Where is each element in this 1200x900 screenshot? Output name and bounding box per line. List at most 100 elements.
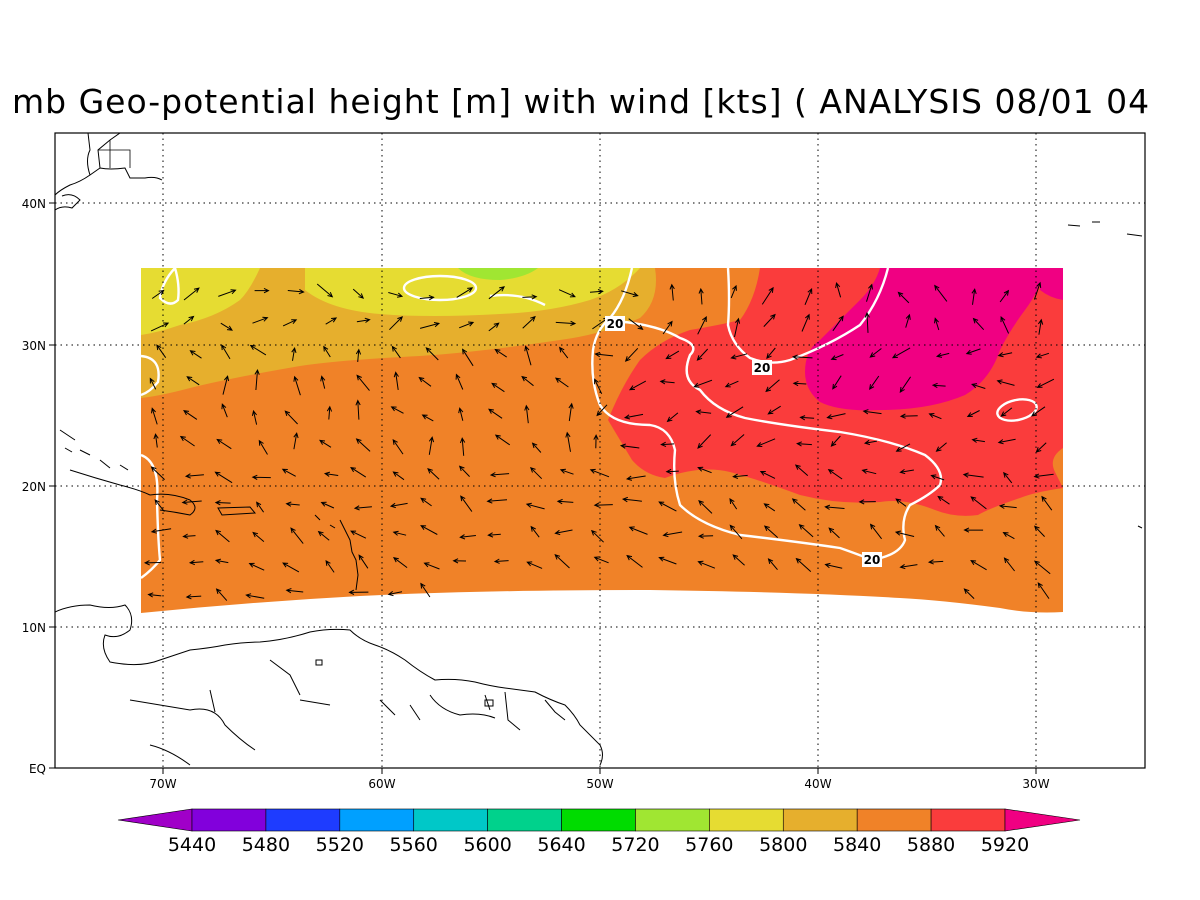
wind-arrow [356, 317, 371, 323]
wind-arrow [222, 375, 230, 395]
colorbar-cell [339, 808, 415, 832]
wind-arrow [494, 348, 507, 358]
wind-arrow [1036, 378, 1055, 388]
wind-arrow [796, 441, 812, 447]
wind-arrow [554, 529, 573, 536]
wind-arrow [459, 437, 466, 456]
wind-arrow [801, 313, 810, 332]
wind-arrow [756, 438, 776, 447]
wind-arrow [459, 534, 476, 540]
wind-arrow [486, 498, 508, 504]
wind-arrow [624, 347, 639, 362]
wind-arrow [460, 495, 473, 512]
wind-arrow [452, 558, 467, 564]
coast-cuba [69, 469, 151, 496]
wind-arrow [282, 319, 298, 327]
wind-arrow [565, 431, 571, 452]
wind-arrow [1003, 471, 1013, 484]
wind-arrow [392, 471, 405, 481]
wind-arrow [1037, 582, 1050, 599]
wind-arrow [530, 525, 540, 538]
wind-arrow [350, 466, 367, 478]
wind-arrow [628, 380, 647, 391]
wind-arrow [899, 468, 914, 475]
wind-arrow [697, 560, 716, 569]
wind-arrow [931, 382, 946, 389]
wind-arrow [358, 554, 369, 569]
wind-arrow [556, 498, 574, 505]
wind-arrow [493, 558, 509, 564]
wind-arrow [897, 291, 910, 304]
wind-arrow [660, 441, 675, 448]
wind-arrow [554, 554, 570, 569]
wind-arrow [389, 316, 404, 331]
wind-arrow [593, 502, 613, 508]
wind-arrow [420, 582, 431, 598]
wind-arrow [767, 558, 778, 571]
wind-arrow [285, 588, 304, 594]
coast-state-lines [98, 140, 131, 168]
wind-arrow [459, 321, 475, 329]
wind-arrow [251, 474, 271, 480]
longitude-labels: 70W 60W 50W 40W 30W [149, 777, 1049, 791]
colorbar-label: 5720 [611, 834, 659, 856]
wind-arrow [1037, 318, 1044, 335]
wind-arrow [891, 347, 911, 359]
wind-arrow [619, 443, 640, 449]
wind-arrow [489, 472, 510, 478]
wind-arrow [183, 315, 195, 325]
wind-arrow [215, 588, 228, 601]
wind-arrow [698, 287, 704, 305]
wind-arrow [216, 438, 232, 450]
wind-arrow [899, 413, 918, 419]
contour-labels: 20 20 20 [605, 316, 882, 567]
wind-arrow [522, 294, 538, 300]
wind-arrow [695, 409, 712, 415]
wind-arrow [390, 406, 404, 414]
wind-arrow [594, 351, 614, 358]
wind-arrow [326, 405, 333, 420]
wind-arrow [285, 501, 300, 507]
wind-arrow [353, 505, 372, 511]
wind-arrow [252, 531, 265, 542]
wind-arrow [799, 415, 815, 421]
wind-arrow [214, 471, 233, 484]
wind-arrow [355, 438, 371, 452]
wind-arrow [316, 283, 334, 298]
wind-arrow [421, 414, 434, 422]
contour-line [140, 354, 160, 397]
wind-arrow [861, 468, 877, 475]
wind-arrow [759, 471, 776, 479]
wind-arrow [998, 503, 1017, 509]
wind-arrow [179, 435, 195, 447]
wind-arrow [724, 380, 739, 388]
shade-gt-5920-east [1040, 268, 1063, 300]
shade-5720-5760 [458, 268, 538, 280]
wind-arrow [456, 287, 474, 298]
wind-arrow [621, 496, 642, 503]
wind-arrow [150, 466, 165, 480]
wind-arrow [183, 287, 200, 301]
wind-arrow [899, 376, 912, 393]
wind-arrow [697, 315, 707, 335]
wind-arrow [428, 436, 435, 455]
wind-arrow [593, 434, 599, 449]
wind-arrow [628, 318, 644, 330]
coast-lesser-antilles [314, 514, 359, 591]
wind-vectors [143, 281, 1055, 601]
wind-arrow [387, 591, 403, 597]
wind-arrow [934, 524, 945, 537]
wind-arrow [725, 406, 744, 418]
colorbar-label: 5800 [759, 834, 807, 856]
wind-arrow [895, 443, 911, 452]
wind-arrow [928, 413, 942, 420]
wind-arrow [252, 316, 269, 324]
map-title: mb Geo-potential height [m] with wind [k… [12, 82, 1151, 121]
wind-arrow [325, 317, 338, 325]
wind-arrow [284, 410, 298, 425]
coast-puerto-rico [217, 506, 257, 516]
wind-arrow [594, 378, 603, 395]
wind-arrow [927, 559, 944, 565]
wind-arrow [319, 439, 332, 448]
wind-arrow [864, 311, 870, 333]
